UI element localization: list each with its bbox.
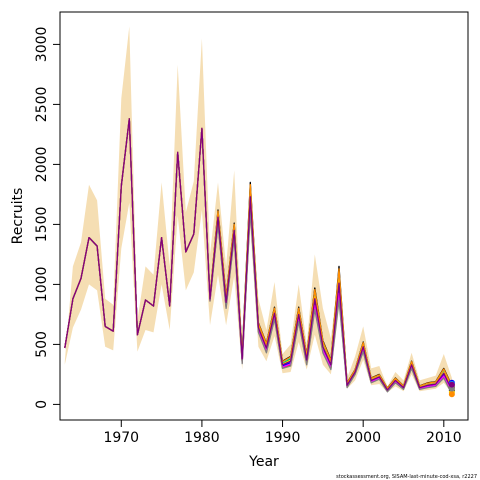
x-axis-title: Year [248, 454, 279, 470]
series-end-point-8 [448, 385, 455, 392]
y-tick-label: 0 [34, 400, 50, 409]
series-end-point-10 [448, 381, 455, 388]
y-tick-label: 500 [34, 331, 50, 358]
y-tick-label: 3000 [34, 27, 50, 63]
x-tick-label: 2000 [345, 430, 381, 446]
y-axis: 0 500 1000 1500 2000 2500 3000 [34, 27, 61, 409]
y-tick-label: 2000 [34, 147, 50, 183]
x-tick-label: 2010 [426, 430, 462, 446]
series-layer [64, 118, 453, 395]
series-line-10 [64, 118, 453, 391]
y-tick-label: 1000 [34, 267, 50, 303]
x-axis: 1970 1980 1990 2000 2010 [103, 419, 462, 446]
x-tick-label: 1980 [184, 430, 220, 446]
footer-credit: stockassessment.org, SISAM-last-minute-c… [336, 474, 477, 480]
x-tick-label: 1990 [265, 430, 301, 446]
confidence-band [64, 26, 452, 394]
y-tick-label: 1500 [34, 207, 50, 243]
y-tick-label: 2500 [34, 87, 50, 123]
endpoint-markers-layer [448, 379, 455, 398]
y-axis-title: Recruits [10, 188, 26, 245]
x-tick-label: 1970 [103, 430, 139, 446]
confidence-band-layer [64, 26, 452, 394]
series-end-point-9 [448, 391, 455, 398]
